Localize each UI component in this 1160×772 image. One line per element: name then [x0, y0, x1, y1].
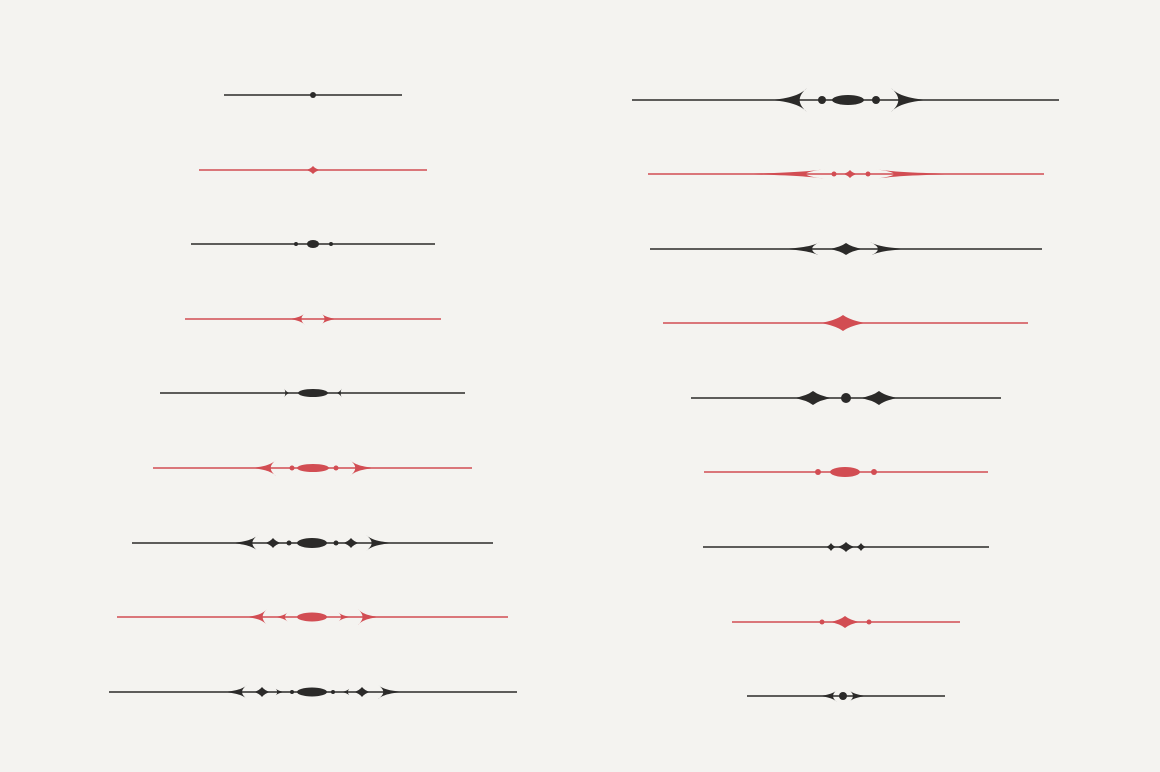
diamond — [343, 538, 359, 548]
flare — [339, 688, 350, 696]
flare — [849, 690, 870, 702]
flare — [221, 685, 247, 699]
diamond — [254, 687, 270, 697]
dot — [815, 469, 821, 475]
flare — [378, 685, 406, 699]
diamond — [354, 687, 370, 697]
dot — [872, 96, 880, 104]
diamond — [837, 542, 855, 552]
dot — [310, 92, 316, 98]
dot — [294, 242, 298, 246]
dot — [819, 619, 825, 625]
flare — [321, 313, 340, 325]
flare — [248, 460, 276, 476]
dot — [866, 619, 872, 625]
diamond — [306, 166, 320, 174]
flare — [272, 612, 288, 622]
flare — [275, 688, 287, 696]
lens — [297, 464, 329, 472]
lens — [832, 95, 864, 105]
flare — [358, 609, 382, 625]
flare — [891, 88, 930, 112]
flare — [874, 169, 980, 179]
dot — [831, 171, 837, 177]
dot — [290, 690, 294, 694]
lens — [297, 538, 327, 548]
diamond — [856, 543, 866, 551]
diamond — [794, 391, 832, 405]
diamond — [265, 538, 281, 548]
diamond — [830, 616, 860, 628]
flare — [335, 388, 342, 398]
lens — [297, 612, 327, 622]
diamond — [820, 315, 866, 331]
flare — [286, 313, 305, 325]
diamond — [860, 391, 898, 405]
flare — [366, 535, 396, 551]
dot — [865, 171, 871, 177]
flare — [720, 169, 826, 179]
flare — [816, 690, 837, 702]
flare — [338, 612, 354, 622]
dot — [839, 692, 847, 700]
dot — [333, 465, 339, 471]
dot — [289, 465, 295, 471]
flare — [768, 88, 807, 112]
dot — [331, 690, 335, 694]
dot — [871, 469, 877, 475]
diamond — [843, 170, 857, 178]
lens — [830, 467, 860, 477]
lens — [298, 389, 328, 397]
dot — [286, 540, 292, 546]
flare — [778, 242, 820, 256]
dot — [333, 540, 339, 546]
lens — [297, 687, 327, 697]
lens — [307, 240, 319, 248]
flare — [228, 535, 258, 551]
dot — [329, 242, 333, 246]
dot — [841, 393, 851, 403]
dot — [818, 96, 826, 104]
flare — [244, 609, 267, 625]
flare — [284, 388, 291, 398]
diamond — [829, 243, 863, 255]
diamond — [826, 543, 836, 551]
flare — [870, 242, 912, 256]
flare — [350, 460, 378, 476]
